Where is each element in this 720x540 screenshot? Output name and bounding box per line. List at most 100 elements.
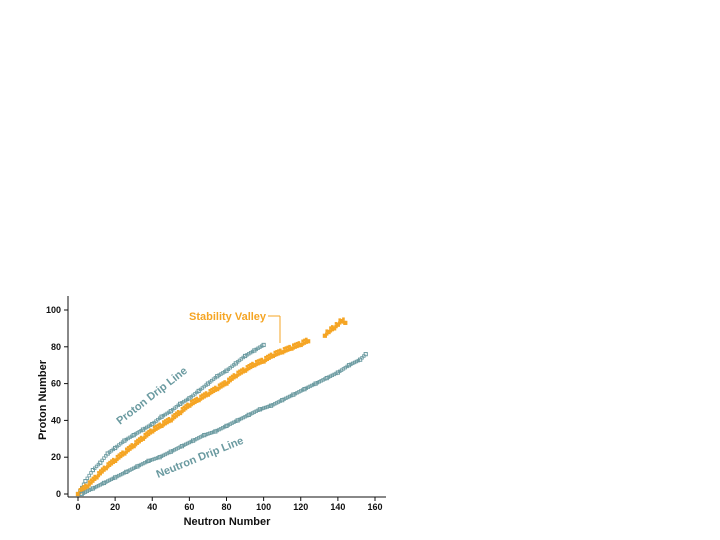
- data-point: [91, 476, 95, 480]
- data-point: [209, 430, 214, 435]
- series-neutron-drip-line: [79, 352, 368, 497]
- data-point: [163, 419, 167, 422]
- data-point: [273, 350, 277, 354]
- x-tick-label-160: 160: [367, 502, 382, 512]
- data-point: [360, 356, 364, 360]
- y-axis-title: Proton Number: [37, 359, 49, 440]
- data-point: [301, 339, 304, 343]
- data-point: [293, 342, 297, 346]
- data-point: [83, 479, 88, 484]
- data-point: [87, 473, 91, 478]
- data-point: [100, 467, 104, 471]
- data-point: [206, 432, 210, 436]
- data-point: [89, 481, 93, 485]
- data-point: [97, 471, 100, 474]
- data-point: [165, 418, 169, 421]
- data-point: [212, 386, 215, 390]
- data-point: [260, 357, 264, 361]
- data-point: [152, 425, 156, 429]
- x-tick-label-100: 100: [256, 502, 271, 512]
- data-point: [295, 341, 299, 345]
- data-point: [204, 432, 208, 437]
- data-point: [306, 339, 311, 344]
- proton-drip-line-label: Proton Drip Line: [114, 365, 189, 428]
- data-point: [265, 405, 270, 409]
- data-point: [219, 382, 223, 386]
- data-point: [193, 397, 197, 401]
- data-point: [85, 476, 89, 481]
- data-point: [147, 429, 150, 433]
- data-point: [106, 462, 109, 465]
- data-point: [329, 326, 332, 329]
- data-point: [90, 467, 95, 473]
- data-point: [303, 338, 306, 342]
- data-point: [154, 424, 158, 428]
- data-point: [261, 406, 266, 410]
- data-point: [94, 475, 99, 480]
- data-point: [257, 407, 263, 412]
- data-point: [93, 466, 97, 470]
- data-point: [292, 343, 295, 347]
- data-point: [230, 374, 234, 378]
- data-point: [254, 359, 258, 363]
- data-point: [85, 484, 90, 489]
- data-point: [208, 389, 212, 392]
- data-point: [102, 456, 106, 460]
- y-tick-label-40: 40: [51, 415, 61, 425]
- y-tick-label-0: 0: [56, 489, 61, 499]
- data-point: [126, 446, 130, 449]
- data-point: [117, 453, 121, 457]
- data-point: [124, 447, 128, 451]
- data-point: [189, 400, 193, 403]
- data-point: [342, 317, 345, 321]
- x-tick-label-40: 40: [147, 502, 157, 512]
- data-point: [89, 478, 93, 482]
- data-point: [343, 320, 348, 325]
- data-point: [182, 405, 186, 409]
- data-point: [173, 412, 176, 416]
- data-point: [152, 457, 156, 461]
- data-point: [284, 346, 288, 349]
- x-tick-label-120: 120: [293, 502, 308, 512]
- data-point: [288, 344, 291, 348]
- data-point: [322, 333, 327, 338]
- data-point: [249, 362, 252, 366]
- data-point: [199, 394, 202, 398]
- data-point: [264, 355, 267, 359]
- data-point: [180, 407, 184, 410]
- data-point: [260, 407, 264, 411]
- y-tick-label-100: 100: [46, 305, 61, 315]
- data-point: [363, 352, 368, 357]
- neutron-drip-line-label: Neutron Drip Line: [155, 435, 246, 481]
- stability-valley-label: Stability Valley: [189, 311, 267, 323]
- x-tick-label-80: 80: [221, 502, 231, 512]
- data-point: [94, 464, 99, 469]
- data-point: [184, 404, 187, 407]
- data-point: [228, 376, 232, 379]
- x-tick-label-20: 20: [110, 502, 120, 512]
- data-point: [258, 358, 262, 362]
- data-point: [240, 368, 243, 372]
- data-point: [208, 431, 212, 435]
- data-point: [162, 420, 165, 423]
- data-point: [256, 359, 260, 362]
- data-point: [335, 322, 340, 327]
- data-point: [236, 370, 239, 374]
- data-point: [279, 348, 282, 352]
- data-point: [282, 347, 286, 350]
- data-point: [358, 357, 363, 362]
- data-point: [98, 460, 103, 465]
- data-point: [119, 451, 122, 455]
- axes: 0 20 40 60 80 100 120 140 160 0 20 40 60 80 100: [46, 296, 386, 512]
- data-point: [115, 454, 119, 458]
- data-point: [263, 405, 268, 410]
- data-point: [87, 480, 91, 483]
- data-point: [150, 457, 154, 462]
- data-point: [91, 479, 95, 483]
- data-point: [175, 411, 178, 415]
- data-point: [110, 459, 113, 462]
- x-tick-label-0: 0: [75, 502, 80, 512]
- data-point: [80, 486, 84, 490]
- data-point: [98, 469, 102, 472]
